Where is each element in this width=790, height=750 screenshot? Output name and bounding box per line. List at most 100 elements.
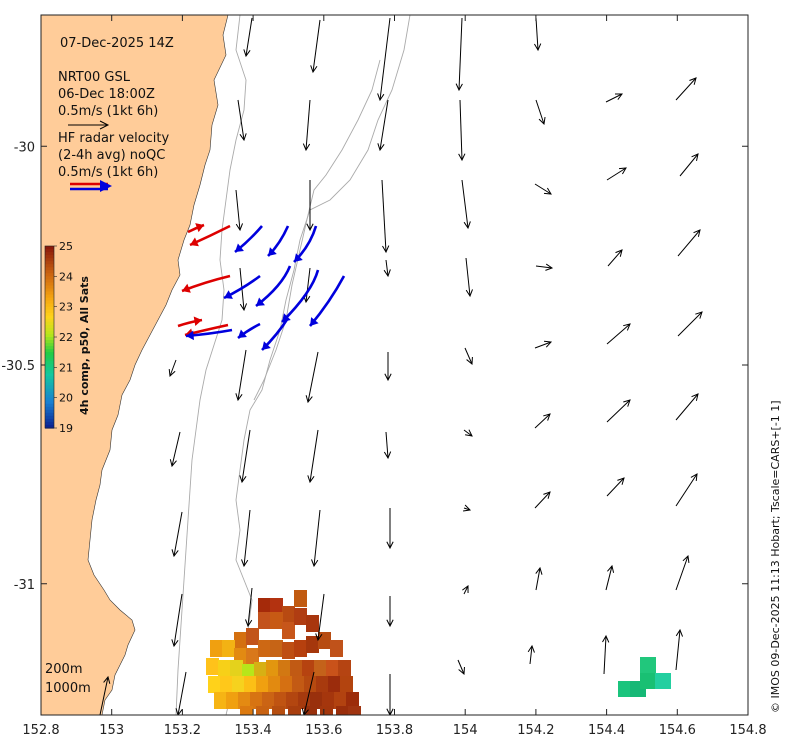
sst-cell <box>282 606 295 623</box>
x-tick-label: 154 <box>453 723 478 738</box>
colorbar-segment <box>45 346 54 350</box>
sst-cell <box>230 660 243 677</box>
colorbar-segment <box>45 424 54 429</box>
model-arrow <box>463 504 472 512</box>
colorbar-segment <box>45 255 54 259</box>
isobath-200m <box>175 15 247 715</box>
radar-arrow <box>177 316 203 328</box>
model-arrow <box>171 593 183 648</box>
sst-cell <box>286 692 299 709</box>
colorbar-segment <box>45 400 54 405</box>
colorbar-segment <box>45 406 54 411</box>
colorbar-segment <box>45 315 54 320</box>
model-scale-arrow-icon <box>68 120 110 130</box>
sst-cell <box>208 676 221 693</box>
colorbar-segment <box>45 294 54 299</box>
colorbar-segment <box>45 258 54 262</box>
model-arrow <box>307 429 319 484</box>
radar-arrow <box>261 317 290 351</box>
model-arrow <box>606 477 625 497</box>
model-arrow <box>534 340 553 349</box>
colorbar-segment <box>45 370 54 374</box>
radar-label-2: (2-4h avg) noQC <box>58 148 165 163</box>
radar-arrow <box>267 225 290 257</box>
model-arrow <box>384 352 392 382</box>
sst-patches <box>206 590 671 715</box>
model-arrow <box>605 93 623 103</box>
colorbar-segment <box>45 412 54 417</box>
x-tick-label: 154.4 <box>588 723 625 738</box>
sst-cell <box>306 636 319 653</box>
model-arrow <box>169 431 181 468</box>
sst-cell <box>256 706 269 715</box>
colorbar-tick-label: 21 <box>59 361 73 374</box>
sst-cell <box>318 632 331 649</box>
colorbar-segment <box>45 394 54 399</box>
x-tick-label: 154.6 <box>659 723 696 738</box>
colorbar-segment <box>45 361 54 365</box>
model-arrow <box>534 17 542 52</box>
model-arrow <box>534 413 551 429</box>
sst-cell <box>240 706 253 715</box>
model-arrow <box>306 180 314 232</box>
model-arrow <box>455 17 463 92</box>
sst-cell <box>246 648 259 665</box>
model-arrow <box>606 323 631 345</box>
sst-cell <box>314 660 327 677</box>
sst-cell <box>640 673 656 689</box>
model-arrow <box>383 259 391 278</box>
sst-cell <box>258 640 271 657</box>
colorbar-segment <box>45 279 54 283</box>
model-arrow <box>241 509 251 568</box>
radar-arrow <box>187 223 205 234</box>
radar-arrow <box>255 265 292 308</box>
sst-cell <box>270 612 283 629</box>
radar-arrow <box>185 328 233 341</box>
colorbar-segment <box>45 267 54 271</box>
sst-cell <box>220 676 233 693</box>
model-scale: 0.5m/s (1kt 6h) <box>58 104 158 119</box>
sst-cell <box>280 676 293 693</box>
colorbar-segment <box>45 385 54 390</box>
colorbar-segment <box>45 388 54 393</box>
sst-cell <box>258 612 271 629</box>
sst-cell <box>294 608 307 625</box>
colorbar-segment <box>45 327 54 332</box>
colorbar-segment <box>45 303 54 308</box>
model-arrow <box>606 399 631 423</box>
colorbar-segment <box>45 337 54 341</box>
colorbar-segment <box>45 288 54 293</box>
model-arrow <box>535 566 543 591</box>
colorbar-segment <box>45 246 54 250</box>
model-arrow <box>606 167 627 181</box>
colorbar-segment <box>45 343 54 347</box>
isobath-1000m-inner <box>253 59 381 401</box>
x-tick-label: 154.8 <box>729 723 766 738</box>
sst-cell <box>340 676 353 693</box>
model-arrow <box>305 351 319 404</box>
model-arrow <box>457 659 465 676</box>
colorbar-segment <box>45 297 54 302</box>
model-arrow <box>386 508 394 550</box>
sst-cell <box>640 657 656 673</box>
x-tick-label: 154.2 <box>517 723 554 738</box>
sst-cell <box>210 640 223 657</box>
sst-cell <box>256 676 269 693</box>
sst-cell <box>226 692 239 709</box>
radar-scale-arrow-icon <box>70 180 112 192</box>
x-tick-label: 153 <box>99 723 124 738</box>
model-arrows <box>99 17 703 715</box>
colorbar-segment <box>45 418 54 423</box>
model-arrow <box>235 349 247 402</box>
x-tick-label: 153.8 <box>376 723 413 738</box>
model-arrow <box>315 593 325 642</box>
model-arrow <box>464 347 473 366</box>
sst-cell <box>234 632 247 649</box>
colorbar-segment <box>45 270 54 274</box>
sst-cell <box>328 676 341 693</box>
model-arrow <box>302 99 311 152</box>
colorbar-tick-label: 23 <box>59 301 73 314</box>
colorbar-segment <box>45 318 54 323</box>
sst-cell <box>250 692 263 709</box>
radar-arrow <box>293 225 318 263</box>
